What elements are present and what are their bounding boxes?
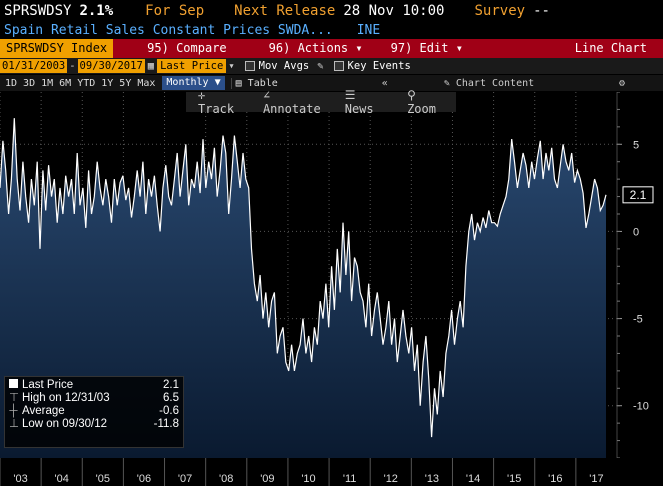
period-1m[interactable]: 1M — [41, 77, 54, 89]
chevron-down-icon: ▾ — [355, 41, 363, 55]
key-events-label: Key Events — [347, 60, 411, 72]
pencil-icon: ✎ — [443, 77, 450, 89]
x-tick-label: '13 — [425, 473, 439, 485]
edit-button[interactable]: 97) Edit ▾ — [390, 41, 463, 55]
header-bar: SPRSWDSY 2.1% For Sep Next Release 28 No… — [0, 0, 663, 22]
gear-icon[interactable]: ⚙ — [618, 77, 625, 89]
actions-button[interactable]: 96) Actions ▾ — [268, 41, 363, 55]
chevron-down-icon: ▾ — [455, 41, 463, 55]
x-tick-label: '04 — [55, 473, 69, 485]
zoom-button[interactable]: ⚲ Zoom — [407, 88, 436, 116]
options-bar: 01/31/2003 - 09/30/2017 ▦ Last Price ▾ M… — [0, 58, 663, 74]
x-tick-label: '09 — [260, 473, 274, 485]
pencil-icon: ∠ — [262, 88, 271, 102]
period-bar: 1D 3D 1M 6M YTD 1Y 5Y Max Monthly ▼ ▤ Ta… — [0, 75, 663, 91]
x-tick-label: '14 — [466, 473, 480, 485]
y-tick-label: -10 — [633, 401, 649, 413]
ticker: SPRSWDSY — [4, 3, 72, 19]
end-date-input[interactable]: 09/30/2017 — [77, 59, 145, 73]
search-icon: ⚲ — [407, 88, 416, 102]
x-tick-label: '07 — [178, 473, 192, 485]
key-events-checkbox[interactable] — [333, 61, 344, 71]
pencil-icon[interactable]: ✎ — [317, 60, 324, 72]
x-tick-label: '06 — [137, 473, 151, 485]
survey-value: -- — [533, 3, 550, 19]
x-tick-label: '17 — [589, 473, 603, 485]
period-1d[interactable]: 1D — [5, 77, 18, 89]
last-value-label: 2.1 — [630, 188, 647, 202]
start-date-input[interactable]: 01/31/2003 — [0, 59, 68, 73]
high-icon: ⊤ — [9, 392, 20, 404]
news-icon: ☰ — [344, 88, 356, 102]
field-select[interactable]: Last Price — [157, 59, 227, 73]
last-value: 2.1% — [79, 3, 114, 19]
crosshair-icon: ✛ — [198, 88, 206, 102]
news-button[interactable]: ☰ News — [344, 88, 374, 116]
collapse-icon[interactable]: « — [381, 77, 388, 89]
x-tick-label: '15 — [507, 473, 521, 485]
low-icon: ⊥ — [9, 418, 20, 430]
chart-content-button[interactable]: ✎ Chart Content — [443, 77, 535, 89]
last-value-tag: 2.1 — [622, 186, 654, 204]
compare-button[interactable]: 95) Compare — [147, 41, 227, 55]
annotate-button[interactable]: ∠ Annotate — [262, 88, 321, 116]
calendar-icon[interactable]: ▦ — [147, 60, 155, 72]
price-line — [0, 118, 607, 438]
x-tick-label: '08 — [219, 473, 233, 485]
last-price-swatch — [9, 379, 18, 388]
table-button[interactable]: ▤ Table — [230, 77, 282, 89]
next-release-date: 28 Nov 10:00 — [343, 3, 445, 19]
x-tick-label: '03 — [13, 473, 27, 485]
x-tick-label: '05 — [96, 473, 110, 485]
legend: Last Price 2.1 ⊤ High on 12/31/03 6.5 ┼ Aver… — [4, 376, 184, 448]
survey-label: Survey — [474, 3, 526, 19]
period-ytd[interactable]: YTD — [77, 77, 96, 89]
security-name: Spain Retail Sales Constant Prices SWDA.… — [4, 23, 333, 38]
security-field[interactable]: SPRSWDSY Index — [0, 39, 114, 58]
period-5y[interactable]: 5Y — [119, 77, 132, 89]
mov-avgs-label: Mov Avgs — [258, 60, 310, 72]
source-name: INE — [356, 23, 381, 38]
y-tick-label: 0 — [633, 226, 639, 238]
frequency-select[interactable]: Monthly ▼ — [162, 76, 225, 90]
x-tick-label: '12 — [384, 473, 398, 485]
period-3d[interactable]: 3D — [23, 77, 36, 89]
x-tick-label: '10 — [301, 473, 315, 485]
period-max[interactable]: Max — [137, 77, 156, 89]
period-6m[interactable]: 6M — [59, 77, 72, 89]
chevron-down-icon[interactable]: ▾ — [228, 60, 235, 72]
y-axis: 5 0 -5 -10 — [617, 92, 649, 458]
y-tick-label: -5 — [633, 314, 643, 326]
chart-toolbar: ✛ Track ∠ Annotate ☰ News ⚲ Zoom — [186, 88, 456, 116]
menu-bar: SPRSWDSY Index 95) Compare 96) Actions ▾… — [0, 39, 663, 58]
mov-avgs-checkbox[interactable] — [244, 61, 255, 71]
subtitle-bar: Spain Retail Sales Constant Prices SWDA.… — [0, 22, 663, 39]
area-fill — [0, 118, 606, 458]
period-label: For Sep — [145, 3, 205, 19]
y-tick-label: 5 — [633, 139, 639, 151]
table-icon: ▤ — [235, 77, 242, 89]
x-tick-label: '11 — [343, 473, 357, 485]
average-icon: ┼ — [9, 405, 18, 417]
x-axis: '03 '04 '05 '06 '07 '08 '09 '10 '11 '12 '13 '14 '15 '… — [0, 458, 604, 486]
chart-type-label: Line Chart — [574, 41, 647, 55]
next-release-label: Next Release — [234, 3, 336, 19]
period-1y[interactable]: 1Y — [101, 77, 114, 89]
track-button[interactable]: ✛ Track — [198, 88, 235, 116]
x-tick-label: '16 — [548, 473, 562, 485]
